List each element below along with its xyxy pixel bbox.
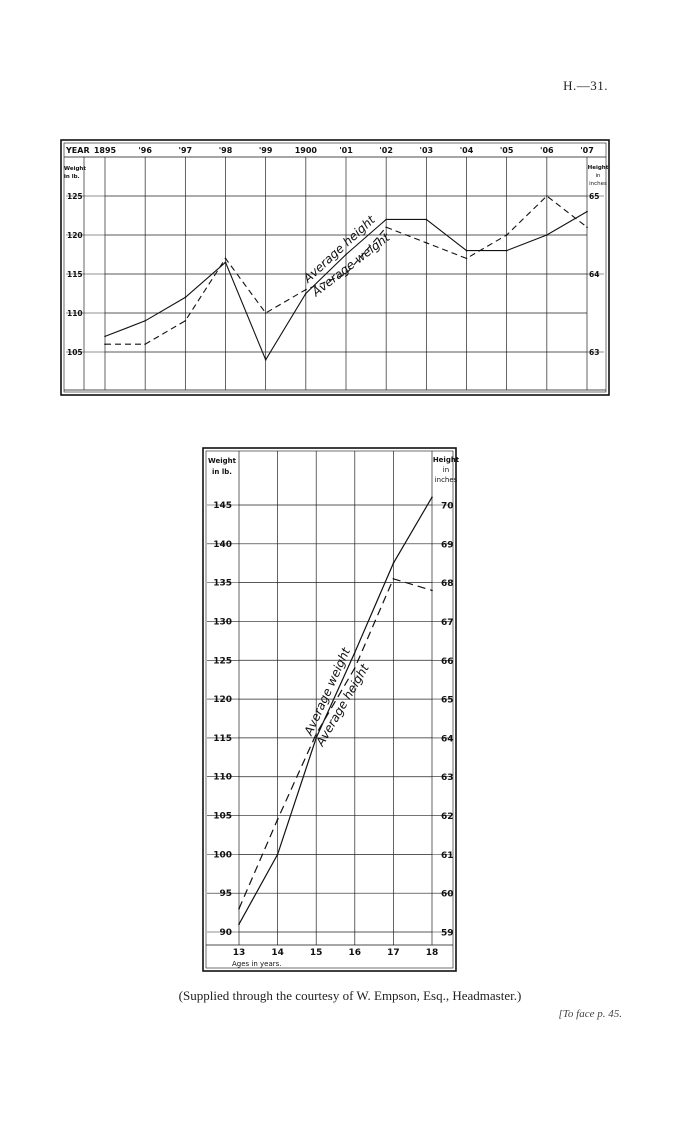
chart1-year-label: 1895 (94, 146, 117, 155)
chart1-year-label: '07 (580, 146, 594, 155)
chart1-left-tick-label: 105 (67, 348, 83, 357)
chart1-year-label: '04 (460, 146, 474, 155)
chart1-data-point (144, 343, 146, 346)
chart1-data-point (305, 292, 307, 295)
chart1-year-label: '03 (420, 146, 434, 155)
chart1-left-axis-title: in lb. (64, 174, 80, 180)
chart1-data-point (184, 296, 187, 299)
chart1-data-point (224, 257, 227, 260)
chart1-data-point (505, 249, 508, 252)
chart1-right-tick-label: 63 (589, 348, 599, 357)
chart1-data-point (546, 234, 548, 236)
chart1-data-point (224, 261, 227, 264)
chart1-data-point (586, 210, 588, 213)
chart1-right-axis-title: Height (588, 165, 609, 171)
chart1-data-point (425, 242, 428, 244)
chart1-data-point (465, 249, 468, 252)
chart1-data-point (264, 359, 267, 361)
chart1-data-point (505, 234, 508, 236)
chart1-year-label: '05 (500, 146, 514, 155)
chart1-left-tick-label: 110 (67, 309, 83, 318)
chart1-right-axis-title: inches (589, 181, 607, 187)
chart1-data-point (465, 257, 468, 260)
chart1-year-label: 1900 (295, 146, 318, 155)
chart1-data-point (385, 218, 387, 221)
chart1-frame (60, 139, 610, 396)
chart1-left-axis-title: Weight (64, 166, 86, 172)
chart1-year-label: '01 (339, 146, 353, 155)
chart1-year-label: '02 (379, 146, 393, 155)
chart1-data-point (425, 218, 428, 221)
facing-page-note: [To face p. 45. (558, 1008, 622, 1020)
chart1-right-tick-label: 64 (589, 270, 599, 279)
chart1-data-point (104, 343, 106, 346)
chart1-right-tick-label: 65 (589, 192, 599, 201)
chart1-data-point (184, 320, 187, 322)
chart1-data-point (305, 288, 307, 291)
chart1-data-point (546, 195, 548, 197)
chart1-year-label: '96 (138, 146, 152, 155)
chart1-year-header: YEAR (65, 146, 90, 155)
chart1-year-label: '98 (219, 146, 233, 155)
chart1-data-point (104, 335, 106, 338)
chart1-right-axis-title: in (595, 173, 601, 179)
chart1-data-point (264, 312, 267, 314)
chart1-year-label: '06 (540, 146, 554, 155)
chart1-inner-frame (63, 142, 607, 393)
chart1-data-point (144, 320, 146, 322)
chart1-data-point (345, 253, 347, 256)
chart1-left-tick-label: 125 (67, 192, 83, 201)
chart1-left-tick-label: 120 (67, 231, 83, 240)
chart1-data-point (345, 273, 347, 275)
chart1-year-label: '97 (179, 146, 193, 155)
chart1-data-point (385, 226, 387, 228)
chart1-year-label: '99 (259, 146, 273, 155)
chart1-data-point (586, 226, 588, 228)
figure-caption: (Supplied through the courtesy of W. Emp… (178, 988, 522, 1003)
chart1-left-tick-label: 115 (67, 270, 83, 279)
page-reference: H.—31. (563, 78, 608, 93)
